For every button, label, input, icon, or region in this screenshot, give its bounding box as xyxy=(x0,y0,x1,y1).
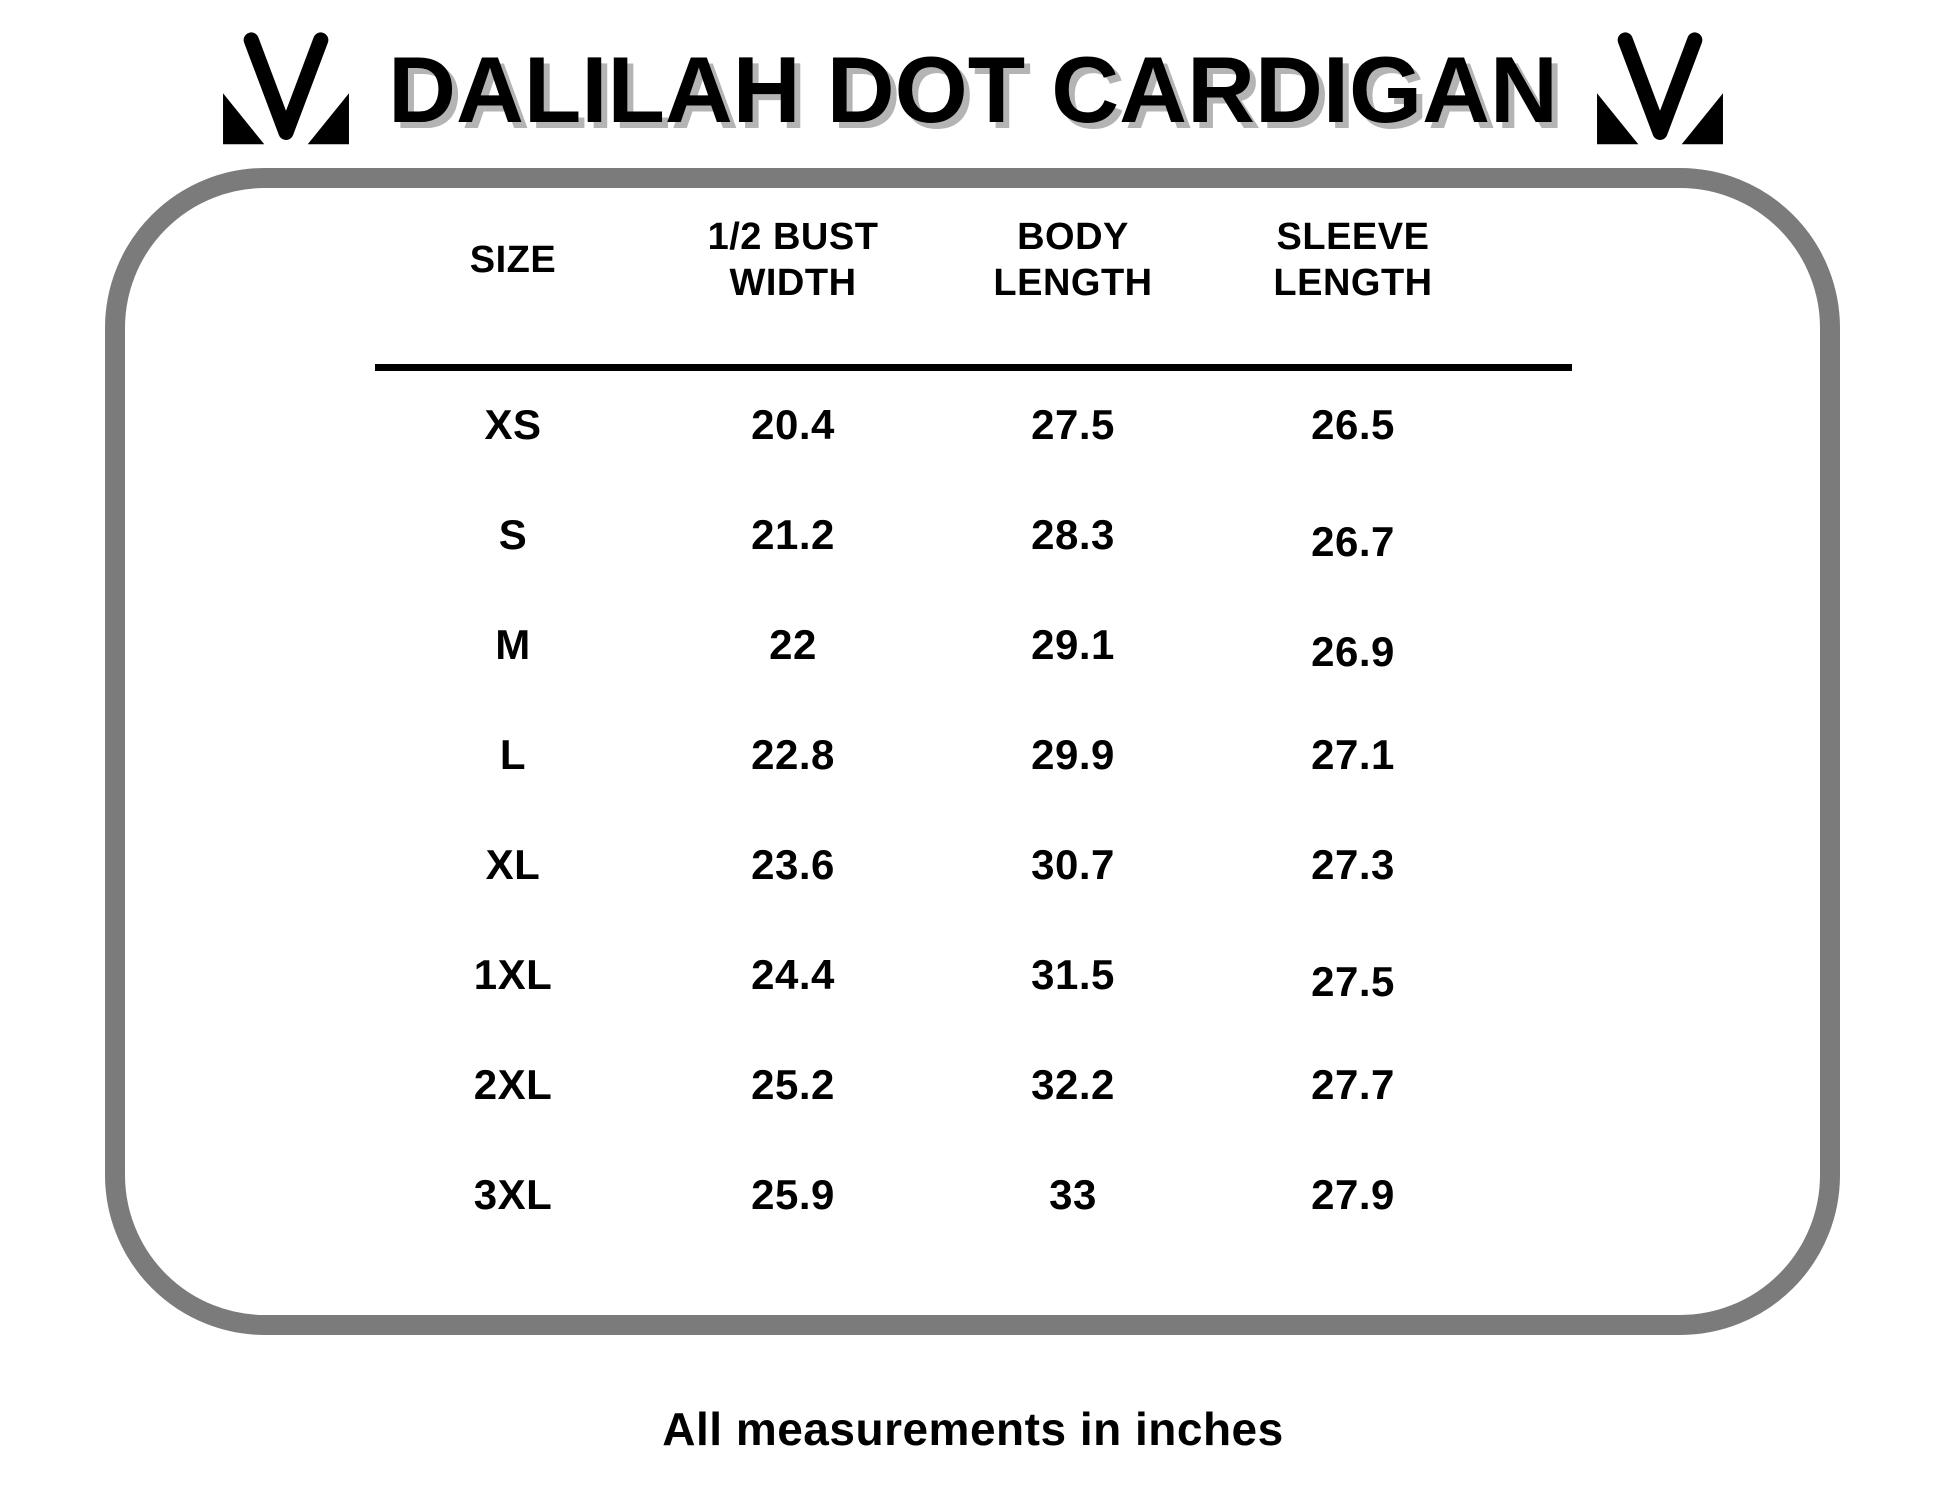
half-bust-width-cell: 25.2 xyxy=(751,1061,835,1108)
header-divider xyxy=(375,364,1572,371)
size-cell: XS xyxy=(484,401,542,448)
half-bust-width-cell: 21.2 xyxy=(751,511,835,558)
column-header-body-length: BODY LENGTH xyxy=(933,214,1213,307)
body-length-cell: 31.5 xyxy=(1031,951,1115,998)
header-line: SIZE xyxy=(469,238,557,281)
size-table: SIZE 1/2 BUST WIDTH BODY LENGTH SLEEVE L… xyxy=(373,196,1572,1218)
size-cell: S xyxy=(498,511,528,558)
table-header-row: SIZE 1/2 BUST WIDTH BODY LENGTH SLEEVE L… xyxy=(373,196,1493,324)
sleeve-length-cell: 27.3 xyxy=(1311,841,1395,888)
half-bust-width-cell: 25.9 xyxy=(751,1171,835,1218)
measurements-note: All measurements in inches xyxy=(662,1403,1284,1455)
table-row: L 22.8 29.9 27.1 xyxy=(373,700,1493,810)
half-bust-width-cell: 20.4 xyxy=(751,401,835,448)
m-monogram-icon xyxy=(223,32,350,145)
table-row: 1XL 24.4 31.5 27.5 xyxy=(373,920,1493,1030)
brand-logo-left xyxy=(210,26,362,154)
table-row: XS 20.4 27.5 26.5 xyxy=(373,370,1493,480)
half-bust-width-cell: 22 xyxy=(769,621,817,668)
table-row: M 22 29.1 26.9 xyxy=(373,590,1493,700)
header-line: LENGTH xyxy=(1273,262,1433,304)
header-line: BODY xyxy=(1017,215,1129,258)
table-row: S 21.2 28.3 26.7 xyxy=(373,480,1493,590)
sleeve-length-cell: 27.7 xyxy=(1311,1061,1395,1108)
body-length-cell: 28.3 xyxy=(1031,511,1115,558)
m-monogram-icon xyxy=(1596,32,1723,145)
column-header-half-bust-width: 1/2 BUST WIDTH xyxy=(653,214,933,307)
size-cell: 3XL xyxy=(473,1171,553,1218)
body-length-cell: 29.9 xyxy=(1031,731,1115,778)
sleeve-length-cell: 27.1 xyxy=(1311,731,1395,778)
size-cell: XL xyxy=(485,841,541,888)
header-line: SLEEVE xyxy=(1276,215,1430,258)
table-body: XS 20.4 27.5 26.5 S 21.2 28.3 26.7 M 22 … xyxy=(373,370,1493,1250)
sleeve-length-cell: 26.5 xyxy=(1311,401,1395,448)
masthead: DALILAH DOT CARDIGAN xyxy=(0,26,1946,154)
size-cell: 2XL xyxy=(473,1061,553,1108)
page-title: DALILAH DOT CARDIGAN xyxy=(388,37,1558,142)
sleeve-length-cell: 27.5 xyxy=(1311,958,1395,1005)
body-length-cell: 33 xyxy=(1049,1171,1097,1218)
size-cell: M xyxy=(495,621,531,668)
half-bust-width-cell: 24.4 xyxy=(751,951,835,998)
sleeve-length-cell: 26.7 xyxy=(1311,518,1395,565)
size-chart-panel xyxy=(105,168,1840,1335)
header-line: LENGTH xyxy=(993,262,1153,304)
header-line: 1/2 BUST xyxy=(707,215,879,258)
sleeve-length-cell: 27.9 xyxy=(1311,1171,1395,1218)
size-cell: L xyxy=(499,731,527,778)
sleeve-length-cell: 26.9 xyxy=(1311,628,1395,675)
half-bust-width-cell: 23.6 xyxy=(751,841,835,888)
body-length-cell: 29.1 xyxy=(1031,621,1115,668)
body-length-cell: 27.5 xyxy=(1031,401,1115,448)
column-header-size: SIZE xyxy=(373,237,653,283)
body-length-cell: 32.2 xyxy=(1031,1061,1115,1108)
size-cell: 1XL xyxy=(473,951,553,998)
table-row: 2XL 25.2 32.2 27.7 xyxy=(373,1030,1493,1140)
brand-logo-right xyxy=(1584,26,1736,154)
header-line: WIDTH xyxy=(729,262,857,304)
table-row: 3XL 25.9 33 27.9 xyxy=(373,1140,1493,1250)
table-row: XL 23.6 30.7 27.3 xyxy=(373,810,1493,920)
half-bust-width-cell: 22.8 xyxy=(751,731,835,778)
body-length-cell: 30.7 xyxy=(1031,841,1115,888)
column-header-sleeve-length: SLEEVE LENGTH xyxy=(1213,214,1493,307)
